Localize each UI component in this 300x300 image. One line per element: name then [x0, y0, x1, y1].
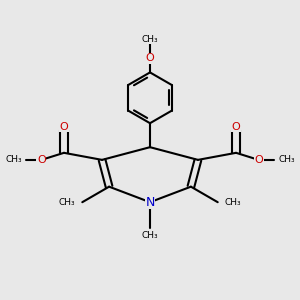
- Text: CH₃: CH₃: [278, 155, 295, 164]
- Text: O: O: [232, 122, 240, 132]
- Text: O: O: [60, 122, 68, 132]
- Text: N: N: [145, 196, 155, 209]
- Text: CH₃: CH₃: [142, 35, 158, 44]
- Text: CH₃: CH₃: [225, 198, 242, 207]
- Text: O: O: [37, 155, 46, 165]
- Text: CH₃: CH₃: [142, 231, 158, 240]
- Text: CH₃: CH₃: [5, 155, 22, 164]
- Text: O: O: [146, 53, 154, 63]
- Text: CH₃: CH₃: [58, 198, 75, 207]
- Text: O: O: [254, 155, 263, 165]
